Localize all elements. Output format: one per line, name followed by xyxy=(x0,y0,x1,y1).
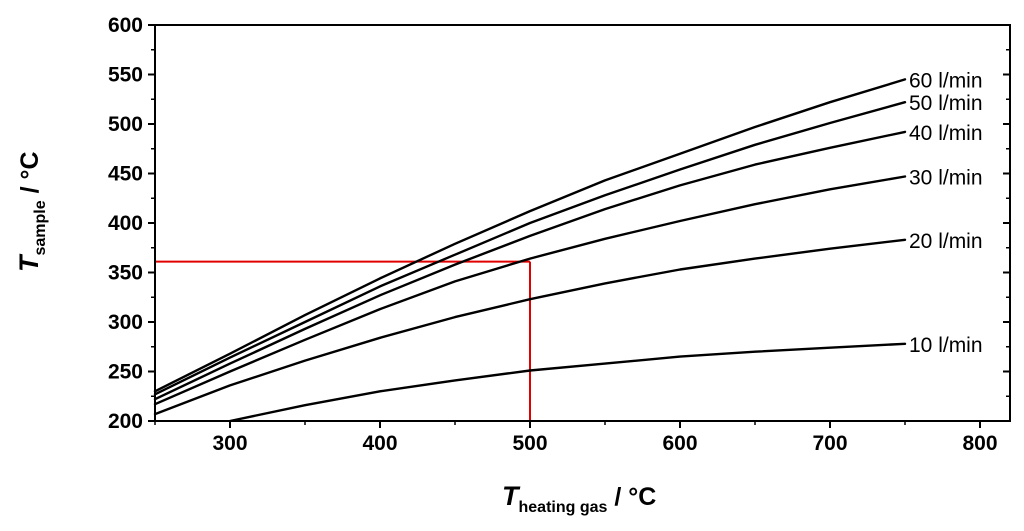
x-tick-label: 500 xyxy=(512,432,547,455)
y-tick-label: 500 xyxy=(108,113,143,136)
series-line-0 xyxy=(228,342,907,423)
x-tick-label: 800 xyxy=(962,432,997,455)
series-label-4: 50 l/min xyxy=(909,92,983,115)
y-axis-subscript: sample xyxy=(32,200,49,255)
series-label-0: 10 l/min xyxy=(909,334,983,357)
series-line-5 xyxy=(153,78,907,393)
series-line-3 xyxy=(153,130,907,401)
series-layer xyxy=(153,78,907,423)
y-tick-label: 300 xyxy=(108,311,143,334)
guide-lines xyxy=(155,260,531,421)
labels-layer: 200 250 300 350 400 450 500 550 600 300 400 500 600 7… xyxy=(108,14,998,455)
y-axis-title: Tsample / °C xyxy=(14,151,49,272)
y-tick-label: 600 xyxy=(108,14,143,37)
x-axis-subscript: heating gas xyxy=(519,499,608,516)
y-tick-label: 350 xyxy=(108,262,143,285)
x-tick-label: 400 xyxy=(362,432,397,455)
x-axis-unit: / °C xyxy=(607,483,656,511)
x-tick-label: 600 xyxy=(662,432,697,455)
y-axis-unit: / °C xyxy=(16,151,44,200)
x-axis-symbol: T xyxy=(502,481,521,511)
y-axis-symbol: T xyxy=(14,253,44,272)
series-label-5: 60 l/min xyxy=(909,69,983,92)
y-tick-label: 250 xyxy=(108,361,143,384)
series-label-1: 20 l/min xyxy=(909,230,983,253)
y-tick-label: 550 xyxy=(108,64,143,87)
series-label-2: 30 l/min xyxy=(909,166,983,189)
series-line-1 xyxy=(153,238,907,416)
y-tick-label: 400 xyxy=(108,212,143,235)
x-axis-title: Theating gas / °C xyxy=(502,481,656,516)
plot-frame xyxy=(154,24,1011,422)
series-label-3: 40 l/min xyxy=(909,122,983,145)
series-line-4 xyxy=(153,100,907,396)
y-tick-label: 450 xyxy=(108,163,143,186)
x-tick-label: 300 xyxy=(212,432,247,455)
ticks-layer xyxy=(148,24,1010,428)
y-tick-label: 200 xyxy=(108,410,143,433)
x-tick-label: 700 xyxy=(812,432,847,455)
series-line-2 xyxy=(153,175,907,406)
